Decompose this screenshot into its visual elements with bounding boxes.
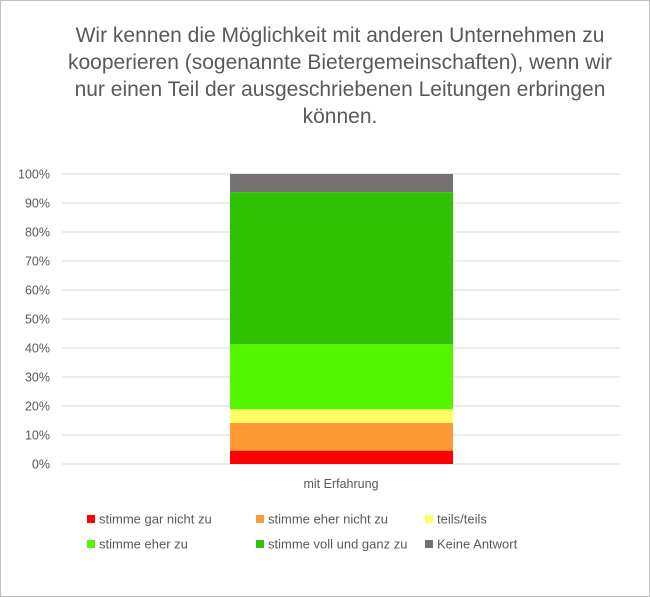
legend-label: stimme voll und ganz zu bbox=[268, 537, 407, 552]
y-tick-label: 40% bbox=[25, 342, 50, 356]
y-tick-label: 90% bbox=[25, 197, 50, 211]
legend-swatch bbox=[87, 540, 95, 548]
bar-segment-stimme-eher-nicht-zu bbox=[230, 422, 453, 451]
legend-swatch bbox=[87, 515, 95, 523]
bar-segment-stimme-eher-zu bbox=[230, 344, 453, 410]
bar-segment-teils-teils bbox=[230, 409, 453, 423]
y-tick-label: 100% bbox=[18, 168, 50, 182]
legend-label: stimme gar nicht zu bbox=[99, 512, 212, 527]
y-tick-label: 10% bbox=[25, 429, 50, 443]
legend-swatch bbox=[256, 540, 264, 548]
y-tick-label: 30% bbox=[25, 371, 50, 385]
bar-segment-keine-antwort bbox=[230, 174, 453, 193]
legend-swatch bbox=[256, 515, 264, 523]
y-tick-label: 70% bbox=[25, 255, 50, 269]
y-tick-label: 80% bbox=[25, 226, 50, 240]
legend-swatch bbox=[425, 540, 433, 548]
y-tick-label: 0% bbox=[32, 458, 50, 472]
chart-title: Wir kennen die Möglichkeit mit anderen U… bbox=[68, 24, 612, 128]
legend-label: stimme eher zu bbox=[99, 537, 188, 552]
legend-label: Keine Antwort bbox=[437, 537, 518, 552]
y-tick-label: 50% bbox=[25, 313, 50, 327]
legend-swatch bbox=[425, 515, 433, 523]
y-tick-label: 60% bbox=[25, 284, 50, 298]
bar-segment-stimme-voll-und-ganz-zu bbox=[230, 192, 453, 345]
bar-segment-stimme-gar-nicht-zu bbox=[230, 450, 453, 464]
legend-label: stimme eher nicht zu bbox=[268, 512, 388, 527]
legend-label: teils/teils bbox=[437, 512, 487, 527]
x-tick-label: mit Erfahrung bbox=[303, 477, 378, 491]
y-tick-label: 20% bbox=[25, 400, 50, 414]
